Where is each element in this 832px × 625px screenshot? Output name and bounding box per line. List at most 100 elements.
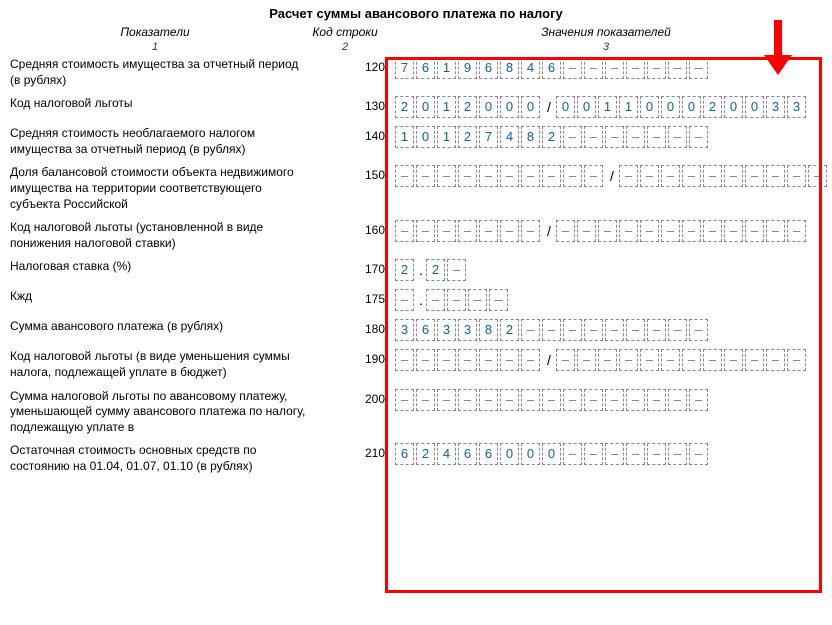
input-cell[interactable]: – — [468, 289, 487, 311]
input-cell[interactable]: 8 — [521, 126, 540, 148]
input-cell[interactable]: – — [647, 443, 666, 465]
input-cell[interactable]: 0 — [500, 443, 519, 465]
input-cell[interactable]: – — [766, 165, 785, 187]
input-cell[interactable]: – — [447, 289, 466, 311]
input-cell[interactable]: 6 — [395, 443, 414, 465]
input-cell[interactable]: – — [584, 389, 603, 411]
input-cell[interactable]: – — [682, 220, 701, 242]
input-cell[interactable]: 3 — [395, 319, 414, 341]
input-cell[interactable]: – — [563, 57, 582, 79]
input-cell[interactable]: – — [542, 389, 561, 411]
input-cell[interactable]: 2 — [395, 259, 414, 281]
input-cell[interactable]: – — [626, 319, 645, 341]
input-cell[interactable]: – — [787, 165, 806, 187]
input-cell[interactable]: 3 — [766, 96, 785, 118]
input-cell[interactable]: – — [703, 349, 722, 371]
input-cell[interactable]: – — [682, 165, 701, 187]
input-cell[interactable]: – — [563, 319, 582, 341]
input-cell[interactable]: – — [584, 165, 603, 187]
input-cell[interactable]: 2 — [500, 319, 519, 341]
input-cell[interactable]: 0 — [724, 96, 743, 118]
input-cell[interactable]: – — [668, 389, 687, 411]
input-cell[interactable]: – — [703, 220, 722, 242]
input-cell[interactable]: 7 — [395, 57, 414, 79]
input-cell[interactable]: – — [542, 319, 561, 341]
input-cell[interactable]: – — [577, 220, 596, 242]
input-cell[interactable]: – — [689, 389, 708, 411]
input-cell[interactable]: – — [619, 165, 638, 187]
input-cell[interactable]: – — [668, 57, 687, 79]
input-cell[interactable]: 0 — [682, 96, 701, 118]
input-cell[interactable]: – — [661, 165, 680, 187]
input-cell[interactable]: – — [395, 289, 414, 311]
input-cell[interactable]: 6 — [479, 57, 498, 79]
input-cell[interactable]: 0 — [416, 96, 435, 118]
input-cell[interactable]: – — [689, 126, 708, 148]
input-cell[interactable]: – — [808, 165, 827, 187]
input-cell[interactable]: – — [521, 349, 540, 371]
input-cell[interactable]: – — [668, 319, 687, 341]
input-cell[interactable]: – — [626, 57, 645, 79]
input-cell[interactable]: 0 — [521, 96, 540, 118]
input-cell[interactable]: – — [437, 389, 456, 411]
input-cell[interactable]: – — [489, 289, 508, 311]
input-cell[interactable]: – — [437, 165, 456, 187]
input-cell[interactable]: – — [689, 57, 708, 79]
input-cell[interactable]: 1 — [437, 96, 456, 118]
input-cell[interactable]: 2 — [426, 259, 445, 281]
input-cell[interactable]: 0 — [556, 96, 575, 118]
input-cell[interactable]: – — [479, 349, 498, 371]
input-cell[interactable]: – — [605, 319, 624, 341]
input-cell[interactable]: – — [521, 319, 540, 341]
input-cell[interactable]: – — [682, 349, 701, 371]
input-cell[interactable]: – — [640, 349, 659, 371]
input-cell[interactable]: 1 — [437, 57, 456, 79]
input-cell[interactable]: 6 — [479, 443, 498, 465]
input-cell[interactable]: 0 — [661, 96, 680, 118]
input-cell[interactable]: – — [661, 220, 680, 242]
input-cell[interactable]: 4 — [521, 57, 540, 79]
input-cell[interactable]: – — [556, 220, 575, 242]
input-cell[interactable]: – — [563, 389, 582, 411]
input-cell[interactable]: 1 — [619, 96, 638, 118]
input-cell[interactable]: – — [605, 443, 624, 465]
input-cell[interactable]: – — [577, 349, 596, 371]
input-cell[interactable]: – — [563, 126, 582, 148]
input-cell[interactable]: 8 — [500, 57, 519, 79]
input-cell[interactable]: – — [416, 389, 435, 411]
input-cell[interactable]: – — [598, 349, 617, 371]
input-cell[interactable]: – — [647, 126, 666, 148]
input-cell[interactable]: – — [724, 220, 743, 242]
input-cell[interactable]: – — [619, 220, 638, 242]
input-cell[interactable]: 1 — [395, 126, 414, 148]
input-cell[interactable]: 2 — [458, 126, 477, 148]
input-cell[interactable]: – — [766, 220, 785, 242]
input-cell[interactable]: – — [724, 349, 743, 371]
input-cell[interactable]: 6 — [416, 57, 435, 79]
input-cell[interactable]: – — [626, 126, 645, 148]
input-cell[interactable]: 2 — [416, 443, 435, 465]
input-cell[interactable]: – — [479, 165, 498, 187]
input-cell[interactable]: 8 — [479, 319, 498, 341]
input-cell[interactable]: – — [661, 349, 680, 371]
input-cell[interactable]: – — [395, 349, 414, 371]
input-cell[interactable]: – — [605, 389, 624, 411]
input-cell[interactable]: – — [584, 57, 603, 79]
input-cell[interactable]: – — [563, 443, 582, 465]
input-cell[interactable]: – — [647, 319, 666, 341]
input-cell[interactable]: – — [521, 165, 540, 187]
input-cell[interactable]: 4 — [437, 443, 456, 465]
input-cell[interactable]: 6 — [542, 57, 561, 79]
input-cell[interactable]: 2 — [458, 96, 477, 118]
input-cell[interactable]: – — [787, 220, 806, 242]
input-cell[interactable]: 0 — [745, 96, 764, 118]
input-cell[interactable]: – — [479, 389, 498, 411]
input-cell[interactable]: – — [584, 126, 603, 148]
input-cell[interactable]: – — [416, 165, 435, 187]
input-cell[interactable]: – — [689, 319, 708, 341]
input-cell[interactable]: – — [703, 165, 722, 187]
input-cell[interactable]: – — [605, 126, 624, 148]
input-cell[interactable]: – — [416, 349, 435, 371]
input-cell[interactable]: 6 — [416, 319, 435, 341]
input-cell[interactable]: – — [458, 220, 477, 242]
